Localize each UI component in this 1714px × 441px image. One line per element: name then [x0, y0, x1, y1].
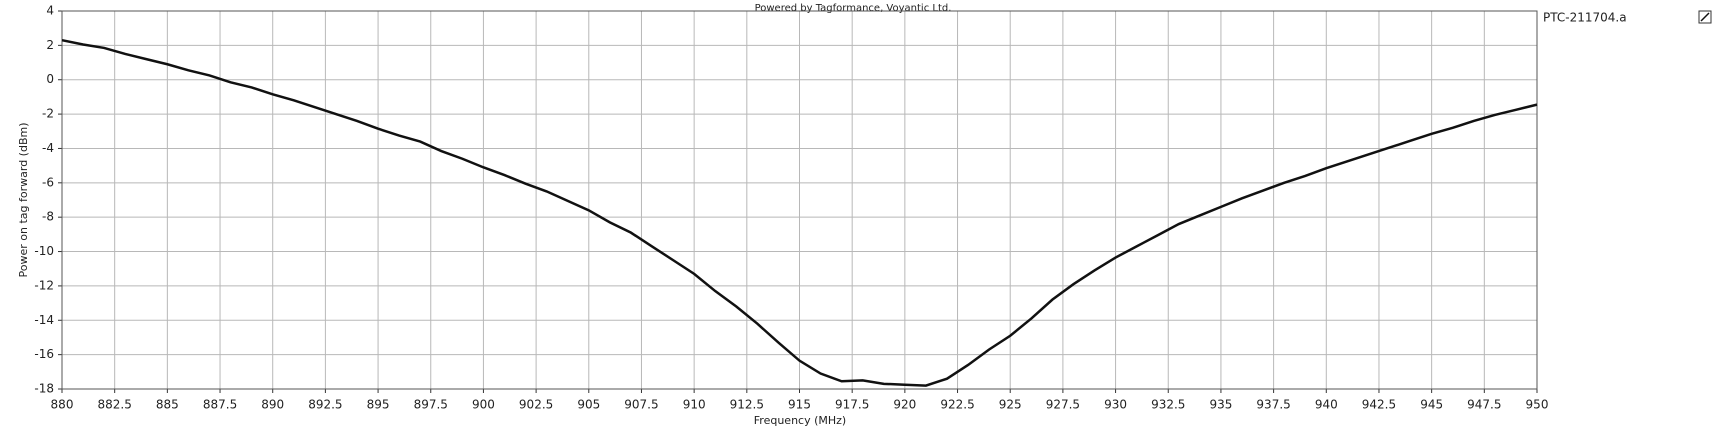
x-tick-label: 895 — [367, 398, 390, 412]
x-tick-label: 927.5 — [1046, 398, 1080, 412]
x-tick-label: 902.5 — [519, 398, 553, 412]
plot-frame — [61, 10, 1538, 390]
x-tick-label: 942.5 — [1362, 398, 1396, 412]
x-tick-label: 940 — [1315, 398, 1338, 412]
x-tick-label: 882.5 — [97, 398, 131, 412]
x-tick-label: 915 — [788, 398, 811, 412]
x-tick-label: 907.5 — [624, 398, 658, 412]
y-tick-label: -10 — [34, 244, 54, 258]
x-tick-label: 930 — [1104, 398, 1127, 412]
x-tick-label: 890 — [261, 398, 284, 412]
x-tick-label: 885 — [156, 398, 179, 412]
legend-label: PTC-211704.a — [1543, 11, 1627, 25]
y-tick-label: 0 — [46, 72, 54, 86]
x-tick-label: 905 — [577, 398, 600, 412]
x-tick-label: 937.5 — [1256, 398, 1290, 412]
y-tick-label: -8 — [42, 210, 54, 224]
y-tick-label: -4 — [42, 141, 54, 155]
x-tick-label: 925 — [999, 398, 1022, 412]
x-tick-label: 880 — [51, 398, 74, 412]
x-tick-label: 887.5 — [203, 398, 237, 412]
x-tick-label: 932.5 — [1151, 398, 1185, 412]
y-tick-label: -12 — [34, 278, 54, 292]
x-tick-label: 922.5 — [940, 398, 974, 412]
chart-title: Powered by Tagformance, Voyantic Ltd. — [755, 3, 952, 14]
x-tick-label: 912.5 — [730, 398, 764, 412]
x-axis-label: Frequency (MHz) — [754, 414, 846, 427]
y-tick-label: 4 — [46, 4, 54, 18]
y-tick-label: 2 — [46, 38, 54, 52]
legend-icon-line — [1700, 12, 1710, 22]
y-tick-label: -16 — [34, 347, 54, 361]
x-tick-label: 892.5 — [308, 398, 342, 412]
x-tick-label: 917.5 — [835, 398, 869, 412]
x-tick-label: 950 — [1526, 398, 1549, 412]
x-tick-label: 935 — [1209, 398, 1232, 412]
y-tick-label: -14 — [34, 313, 54, 327]
x-tick-label: 947.5 — [1467, 398, 1501, 412]
data-line — [61, 38, 1538, 387]
x-tick-label: 920 — [893, 398, 916, 412]
x-tick-label: 900 — [472, 398, 495, 412]
x-tick-label: 897.5 — [414, 398, 448, 412]
y-tick-label: -18 — [34, 382, 54, 396]
x-tick-label: 945 — [1420, 398, 1443, 412]
y-axis-label: Power on tag forward (dBm) — [17, 123, 30, 278]
y-tick-label: -2 — [42, 107, 54, 121]
y-tick-label: -6 — [42, 175, 54, 189]
x-tick-label: 910 — [683, 398, 706, 412]
